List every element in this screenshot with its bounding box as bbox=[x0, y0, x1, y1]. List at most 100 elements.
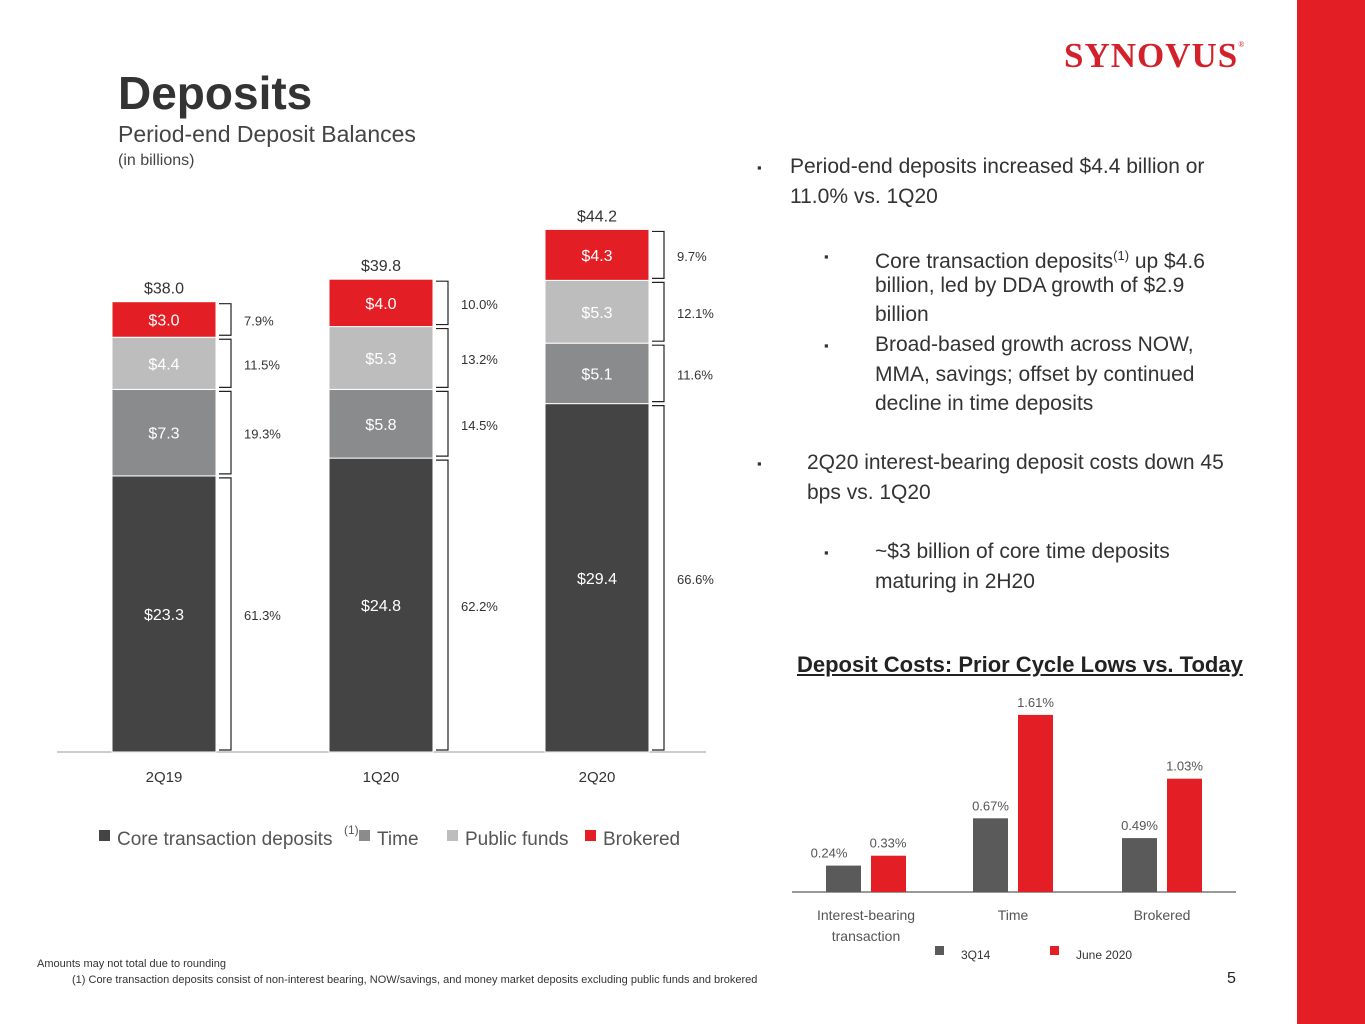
segment-bracket bbox=[652, 230, 665, 279]
bar bbox=[826, 865, 861, 892]
segment-percent-label: 62.2% bbox=[461, 599, 498, 614]
segment-bracket bbox=[219, 338, 232, 388]
rounding-note: Amounts may not total due to rounding bbox=[37, 958, 226, 970]
bar-total-label: $44.2 bbox=[577, 208, 617, 225]
bar-value-label: $4.0 bbox=[365, 296, 396, 313]
segment-percent-label: 66.6% bbox=[677, 572, 714, 587]
segment-bracket bbox=[436, 459, 449, 751]
bullet-marker: ▪ bbox=[824, 338, 829, 353]
category-tick-label: Interest-bearing bbox=[817, 907, 915, 923]
segment-percent-label: 12.1% bbox=[677, 306, 714, 321]
data-label: 0.67% bbox=[972, 798, 1009, 813]
category-tick-label: 1Q20 bbox=[363, 769, 400, 786]
legend-swatch bbox=[935, 946, 944, 955]
bar-segment bbox=[544, 342, 650, 405]
bar-value-label: $3.0 bbox=[148, 312, 179, 329]
segment-percent-label: 7.9% bbox=[244, 313, 274, 328]
bullet-text: Broad-based growth across NOW, bbox=[875, 333, 1194, 356]
bar-value-label: $23.3 bbox=[144, 607, 184, 624]
bullet-text: bps vs. 1Q20 bbox=[807, 481, 931, 504]
category-tick-label: 2Q20 bbox=[579, 769, 616, 786]
bar-segment bbox=[328, 457, 434, 753]
bullet-text: billion, led by DDA growth of $2.9 bbox=[875, 274, 1185, 297]
bar-segment bbox=[544, 403, 650, 753]
bar-segment bbox=[544, 279, 650, 344]
bar-segment bbox=[111, 336, 217, 390]
segment-percent-label: 9.7% bbox=[677, 249, 707, 264]
legend-superscript: (1) bbox=[344, 823, 359, 837]
bar bbox=[1122, 838, 1157, 892]
legend-label: 3Q14 bbox=[961, 948, 991, 962]
bar-value-label: $24.8 bbox=[361, 598, 401, 615]
category-tick-label: transaction bbox=[832, 928, 900, 944]
data-label: 1.61% bbox=[1017, 695, 1054, 710]
bar-value-label: $5.8 bbox=[365, 417, 396, 434]
bar-value-label: $4.4 bbox=[148, 356, 179, 373]
bar bbox=[973, 818, 1008, 892]
legend-label: Time bbox=[377, 829, 419, 850]
legend-swatch bbox=[1050, 946, 1059, 955]
bar bbox=[1018, 714, 1053, 892]
bar-segment bbox=[544, 228, 650, 281]
bar-segment bbox=[328, 388, 434, 459]
segment-bracket bbox=[652, 281, 665, 342]
bar-value-label: $4.3 bbox=[581, 248, 612, 265]
bullet-text: decline in time deposits bbox=[875, 392, 1094, 415]
bar-total-label: $39.8 bbox=[361, 258, 401, 275]
page-number: 5 bbox=[1227, 970, 1236, 987]
segment-bracket bbox=[652, 405, 665, 751]
segment-percent-label: 11.5% bbox=[244, 357, 280, 372]
category-tick-label: 2Q19 bbox=[146, 769, 183, 786]
bullet-text: billion bbox=[875, 303, 929, 326]
bullet-text: MMA, savings; offset by continued bbox=[875, 363, 1195, 386]
bar-value-label: $5.3 bbox=[581, 305, 612, 322]
bar-value-label: $5.3 bbox=[365, 351, 396, 368]
bullet-marker: ▪ bbox=[824, 249, 829, 264]
bar bbox=[871, 855, 906, 892]
category-tick-label: Time bbox=[998, 907, 1029, 923]
segment-bracket bbox=[652, 344, 665, 403]
segment-bracket bbox=[219, 477, 232, 751]
bullet-text: maturing in 2H20 bbox=[875, 570, 1035, 593]
bullet-text: 11.0% vs. 1Q20 bbox=[790, 185, 938, 208]
segment-percent-label: 19.3% bbox=[244, 427, 281, 442]
bar-segment bbox=[111, 301, 217, 338]
footnote: (1) Core transaction deposits consist of… bbox=[72, 974, 758, 986]
right-accent-bar bbox=[1297, 0, 1365, 1024]
data-label: 0.24% bbox=[811, 846, 848, 861]
legend-swatch bbox=[447, 830, 458, 841]
bullet-text: Core transaction deposits(1) up $4.6 bbox=[875, 248, 1205, 273]
deposit-costs-chart: 0.24% 0.33% Interest-bearing transaction 0.6… bbox=[792, 695, 1236, 962]
data-label: 0.33% bbox=[870, 836, 907, 851]
page-title: Deposits bbox=[118, 67, 313, 119]
legend-swatch bbox=[99, 830, 110, 841]
bar-total-label: $38.0 bbox=[144, 281, 184, 298]
bar-value-label: $29.4 bbox=[577, 571, 617, 588]
segment-percent-label: 11.6% bbox=[677, 367, 713, 382]
bar-value-label: $5.1 bbox=[581, 366, 612, 383]
bar-value-label: $7.3 bbox=[148, 426, 179, 443]
bullet-text: Period-end deposits increased $4.4 billi… bbox=[790, 155, 1205, 178]
chart-subtitle: Period-end Deposit Balances bbox=[118, 121, 416, 147]
segment-bracket bbox=[219, 390, 232, 475]
legend-swatch bbox=[359, 830, 370, 841]
legend-label: Core transaction deposits bbox=[117, 829, 332, 850]
legend-label: Brokered bbox=[603, 829, 680, 850]
bullet-text: 2Q20 interest-bearing deposit costs down… bbox=[807, 451, 1224, 474]
segment-percent-label: 61.3% bbox=[244, 608, 281, 623]
segment-bracket bbox=[436, 327, 449, 388]
data-label: 0.49% bbox=[1121, 818, 1158, 833]
data-label: 1.03% bbox=[1166, 759, 1203, 774]
segment-bracket bbox=[436, 390, 449, 457]
segment-percent-label: 13.2% bbox=[461, 352, 498, 367]
bar-segment bbox=[328, 278, 434, 328]
units-label: (in billions) bbox=[118, 152, 195, 169]
deposit-costs-title: Deposit Costs: Prior Cycle Lows vs. Toda… bbox=[797, 652, 1243, 677]
segment-percent-label: 14.5% bbox=[461, 418, 498, 433]
bullet-text: ~$3 billion of core time deposits bbox=[875, 540, 1170, 563]
bullet-marker: ▪ bbox=[824, 545, 829, 560]
bar bbox=[1167, 778, 1202, 892]
segment-bracket bbox=[219, 303, 232, 336]
legend-label: Public funds bbox=[465, 829, 569, 850]
bar-segment bbox=[111, 388, 217, 477]
